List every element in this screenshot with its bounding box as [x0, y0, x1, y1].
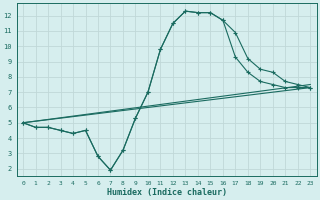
X-axis label: Humidex (Indice chaleur): Humidex (Indice chaleur): [107, 188, 227, 197]
